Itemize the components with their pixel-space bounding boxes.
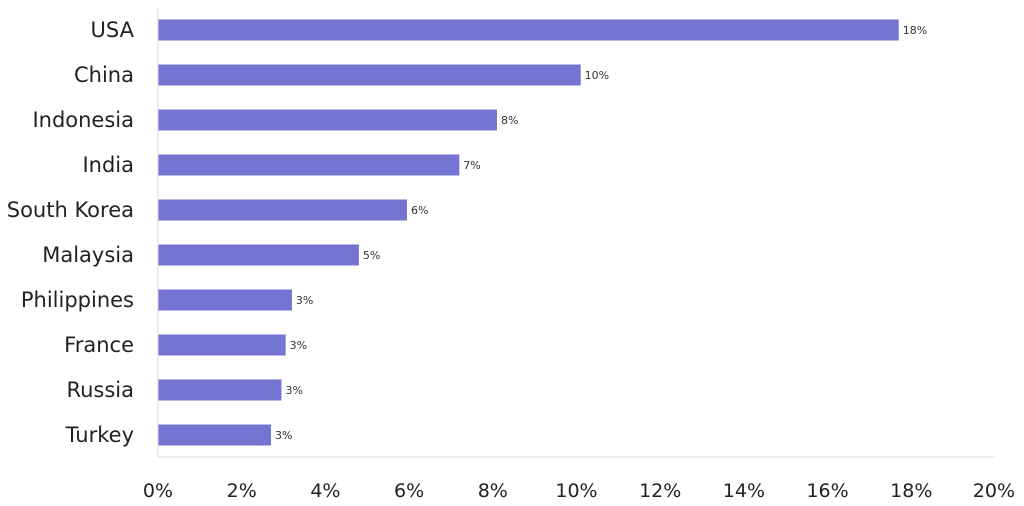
category-label: Indonesia [32,108,134,132]
x-tick-label: 12% [639,480,681,502]
x-tick-label: 4% [310,480,340,502]
value-label: 18% [903,24,927,37]
x-tick-label: 16% [806,480,848,502]
category-label: China [74,63,134,87]
bar-turkey [158,424,271,446]
value-label: 6% [411,204,428,217]
x-tick-labels-group: 0% 2% 4% 6% 8% 10% 12% 14% 16% 18% 20% [143,480,1015,502]
x-tick-label: 18% [890,480,932,502]
bar-china [158,64,581,86]
value-labels-group: 18% 10% 8% 7% 6% 5% 3% 3% 3% 3% [275,24,927,442]
value-label: 7% [463,159,480,172]
category-label: India [82,153,134,177]
x-tick-label: 8% [478,480,508,502]
category-label: Turkey [65,423,134,447]
x-tick-label: 10% [555,480,597,502]
category-labels-group: USA China Indonesia India South Korea Malaysi… [7,18,135,447]
value-label: 5% [363,249,380,262]
bar-malaysia [158,244,359,266]
value-label: 3% [275,429,292,442]
category-label: South Korea [7,198,134,222]
x-tick-label: 20% [973,480,1015,502]
bar-usa [158,19,899,41]
category-label: Russia [66,378,134,402]
value-label: 3% [290,339,307,352]
bar-south-korea [158,199,408,221]
value-label: 3% [296,294,313,307]
bar-france [158,334,286,356]
value-label: 3% [285,384,302,397]
bars-group [158,19,899,446]
x-tick-label: 6% [394,480,424,502]
category-label: France [64,333,134,357]
value-label: 8% [501,114,518,127]
bar-indonesia [158,109,497,131]
bar-russia [158,379,282,401]
category-label: USA [91,18,135,42]
x-tick-label: 14% [723,480,765,502]
category-label: Philippines [21,288,134,312]
value-label: 10% [585,69,609,82]
x-tick-label: 2% [227,480,257,502]
category-label: Malaysia [42,243,134,267]
x-tick-label: 0% [143,480,173,502]
bar-india [158,154,460,176]
bar-philippines [158,289,292,311]
